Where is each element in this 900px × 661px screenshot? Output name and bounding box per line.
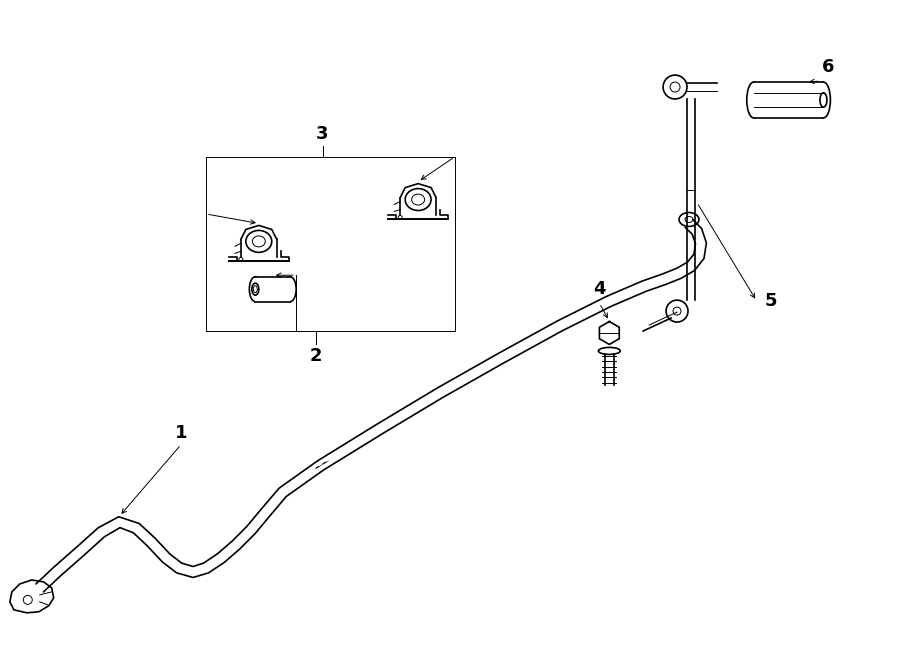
Ellipse shape	[816, 82, 831, 118]
Ellipse shape	[663, 75, 687, 99]
Text: 2: 2	[310, 347, 322, 365]
Ellipse shape	[679, 212, 699, 227]
Bar	[256, 277, 290, 301]
Ellipse shape	[246, 231, 272, 253]
Text: 6: 6	[823, 58, 834, 76]
Text: 3: 3	[316, 125, 328, 143]
Ellipse shape	[598, 348, 620, 354]
Ellipse shape	[284, 277, 296, 301]
Text: 5: 5	[764, 292, 777, 310]
Text: 1: 1	[175, 424, 187, 442]
Ellipse shape	[249, 277, 261, 301]
Polygon shape	[10, 580, 54, 613]
Ellipse shape	[666, 300, 688, 322]
Ellipse shape	[405, 188, 431, 210]
Ellipse shape	[747, 82, 760, 118]
Text: 4: 4	[593, 280, 606, 298]
Ellipse shape	[820, 93, 827, 107]
Bar	[753, 82, 824, 118]
